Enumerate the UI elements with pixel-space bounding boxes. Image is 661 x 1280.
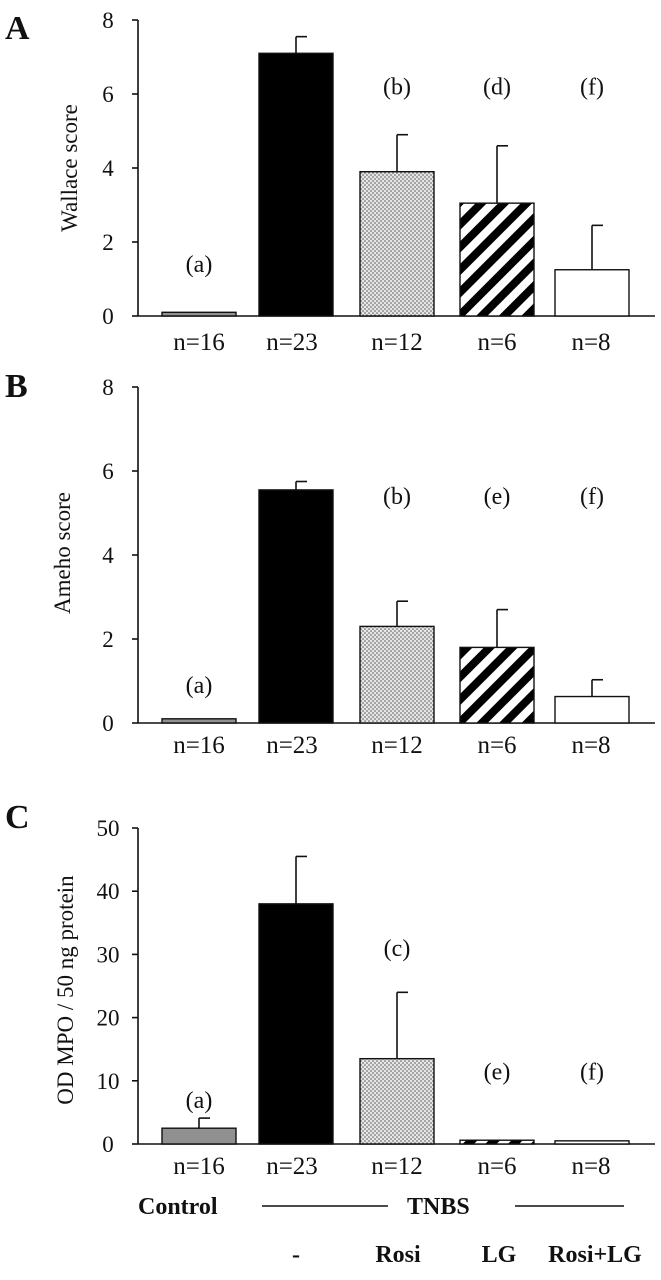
- ylabel-b: Ameho score: [50, 492, 75, 614]
- panel-a: A Wallace score 0 2 4 6 8 (a) n=16 n=23 (b) n=12 (…: [5, 8, 655, 356]
- bar-c-3: [359, 1057, 435, 1145]
- y-tick-label-a: 2: [102, 230, 114, 255]
- plot-a: 0 2 4 6 8 (a) n=16 n=23 (b) n=12 (d) n=6 (f) n=8: [102, 8, 655, 356]
- significance-label-c-1: (a): [186, 1088, 213, 1114]
- group-labels: Control TNBS - Rosi LG Rosi+LG: [138, 1194, 642, 1268]
- bar-a-3: [359, 170, 435, 317]
- bar-b-2: [258, 489, 334, 724]
- treatment-label-rosi: Rosi: [375, 1242, 421, 1268]
- n-label-b-3: n=12: [371, 732, 423, 759]
- bar-c-5: [554, 1140, 630, 1145]
- significance-label-b-1: (a): [186, 673, 213, 699]
- bar-b-4: [459, 646, 535, 724]
- panel-c: C OD MPO / 50 ng protein 0 10 20 30 40 50 (a) n…: [5, 799, 655, 1180]
- bar-c-2: [258, 903, 334, 1145]
- bar-a-2: [258, 52, 334, 317]
- significance-label-a-4: (d): [483, 75, 511, 101]
- bar-a-4: [459, 202, 535, 317]
- n-label-a-4: n=6: [477, 329, 516, 356]
- y-tick-label-a: 4: [102, 156, 114, 181]
- treatment-label-rosi-lg: Rosi+LG: [548, 1242, 642, 1268]
- significance-label-a-1: (a): [186, 252, 213, 278]
- significance-label-c-5: (f): [580, 1059, 604, 1085]
- bar-a-1: [161, 311, 237, 317]
- treatment-label-none: -: [292, 1242, 300, 1268]
- group-label-control: Control: [138, 1194, 218, 1220]
- n-label-c-3: n=12: [371, 1153, 423, 1180]
- panel-letter-c: C: [5, 799, 30, 836]
- group-label-tnbs: TNBS: [407, 1194, 470, 1220]
- n-label-c-4: n=6: [477, 1153, 516, 1180]
- ylabel-c: OD MPO / 50 ng protein: [53, 875, 78, 1105]
- significance-label-a-5: (f): [580, 75, 604, 101]
- n-label-b-2: n=23: [266, 732, 318, 759]
- n-label-a-3: n=12: [371, 329, 423, 356]
- n-label-b-1: n=16: [173, 732, 225, 759]
- y-tick-label-c: 10: [97, 1069, 120, 1094]
- y-tick-label-c: 50: [97, 816, 120, 841]
- y-tick-label-c: 40: [97, 879, 120, 904]
- n-label-a-2: n=23: [266, 329, 318, 356]
- y-tick-label-c: 20: [97, 1006, 120, 1031]
- treatment-label-lg: LG: [482, 1242, 517, 1268]
- y-tick-label-a: 6: [102, 82, 114, 107]
- n-label-a-5: n=8: [571, 329, 610, 356]
- y-tick-label-c: 0: [102, 1132, 114, 1157]
- y-tick-label-b: 8: [102, 375, 114, 400]
- significance-label-c-4: (e): [484, 1059, 511, 1085]
- n-label-b-5: n=8: [571, 732, 610, 759]
- panel-letter-a: A: [5, 10, 30, 47]
- y-tick-label-b: 6: [102, 459, 114, 484]
- bar-a-5: [554, 269, 630, 317]
- y-tick-label-c: 30: [97, 942, 120, 967]
- n-label-c-1: n=16: [173, 1153, 225, 1180]
- y-tick-label-b: 0: [102, 711, 114, 736]
- y-tick-label-b: 2: [102, 627, 114, 652]
- n-label-b-4: n=6: [477, 732, 516, 759]
- plot-c: 0 10 20 30 40 50 (a) n=16 n=23 (c) n=12 (e) n=6 (f) n=…: [97, 816, 655, 1180]
- significance-label-b-3: (b): [383, 484, 411, 510]
- ylabel-a: Wallace score: [57, 104, 82, 232]
- significance-label-a-3: (b): [383, 75, 411, 101]
- significance-label-b-5: (f): [580, 484, 604, 510]
- plot-b: 0 2 4 6 8 (a) n=16 n=23 (b) n=12 (e) n=6 (f) n=8: [102, 375, 655, 759]
- n-label-a-1: n=16: [173, 329, 225, 356]
- panel-b: B Ameho score 0 2 4 6 8 (a) n=16 n=23 (b) n=12 (e)…: [5, 368, 655, 759]
- y-tick-label-a: 8: [102, 8, 114, 33]
- bar-b-5: [554, 695, 630, 724]
- n-label-c-2: n=23: [266, 1153, 318, 1180]
- panel-letter-b: B: [5, 368, 28, 405]
- bar-b-3: [359, 625, 435, 724]
- y-tick-label-a: 0: [102, 304, 114, 329]
- n-label-c-5: n=8: [571, 1153, 610, 1180]
- significance-label-c-3: (c): [384, 936, 411, 962]
- bar-c-1: [161, 1127, 237, 1145]
- bar-c-4: [459, 1139, 535, 1145]
- significance-label-b-4: (e): [484, 484, 511, 510]
- bar-b-1: [161, 718, 237, 724]
- y-tick-label-b: 4: [102, 543, 114, 568]
